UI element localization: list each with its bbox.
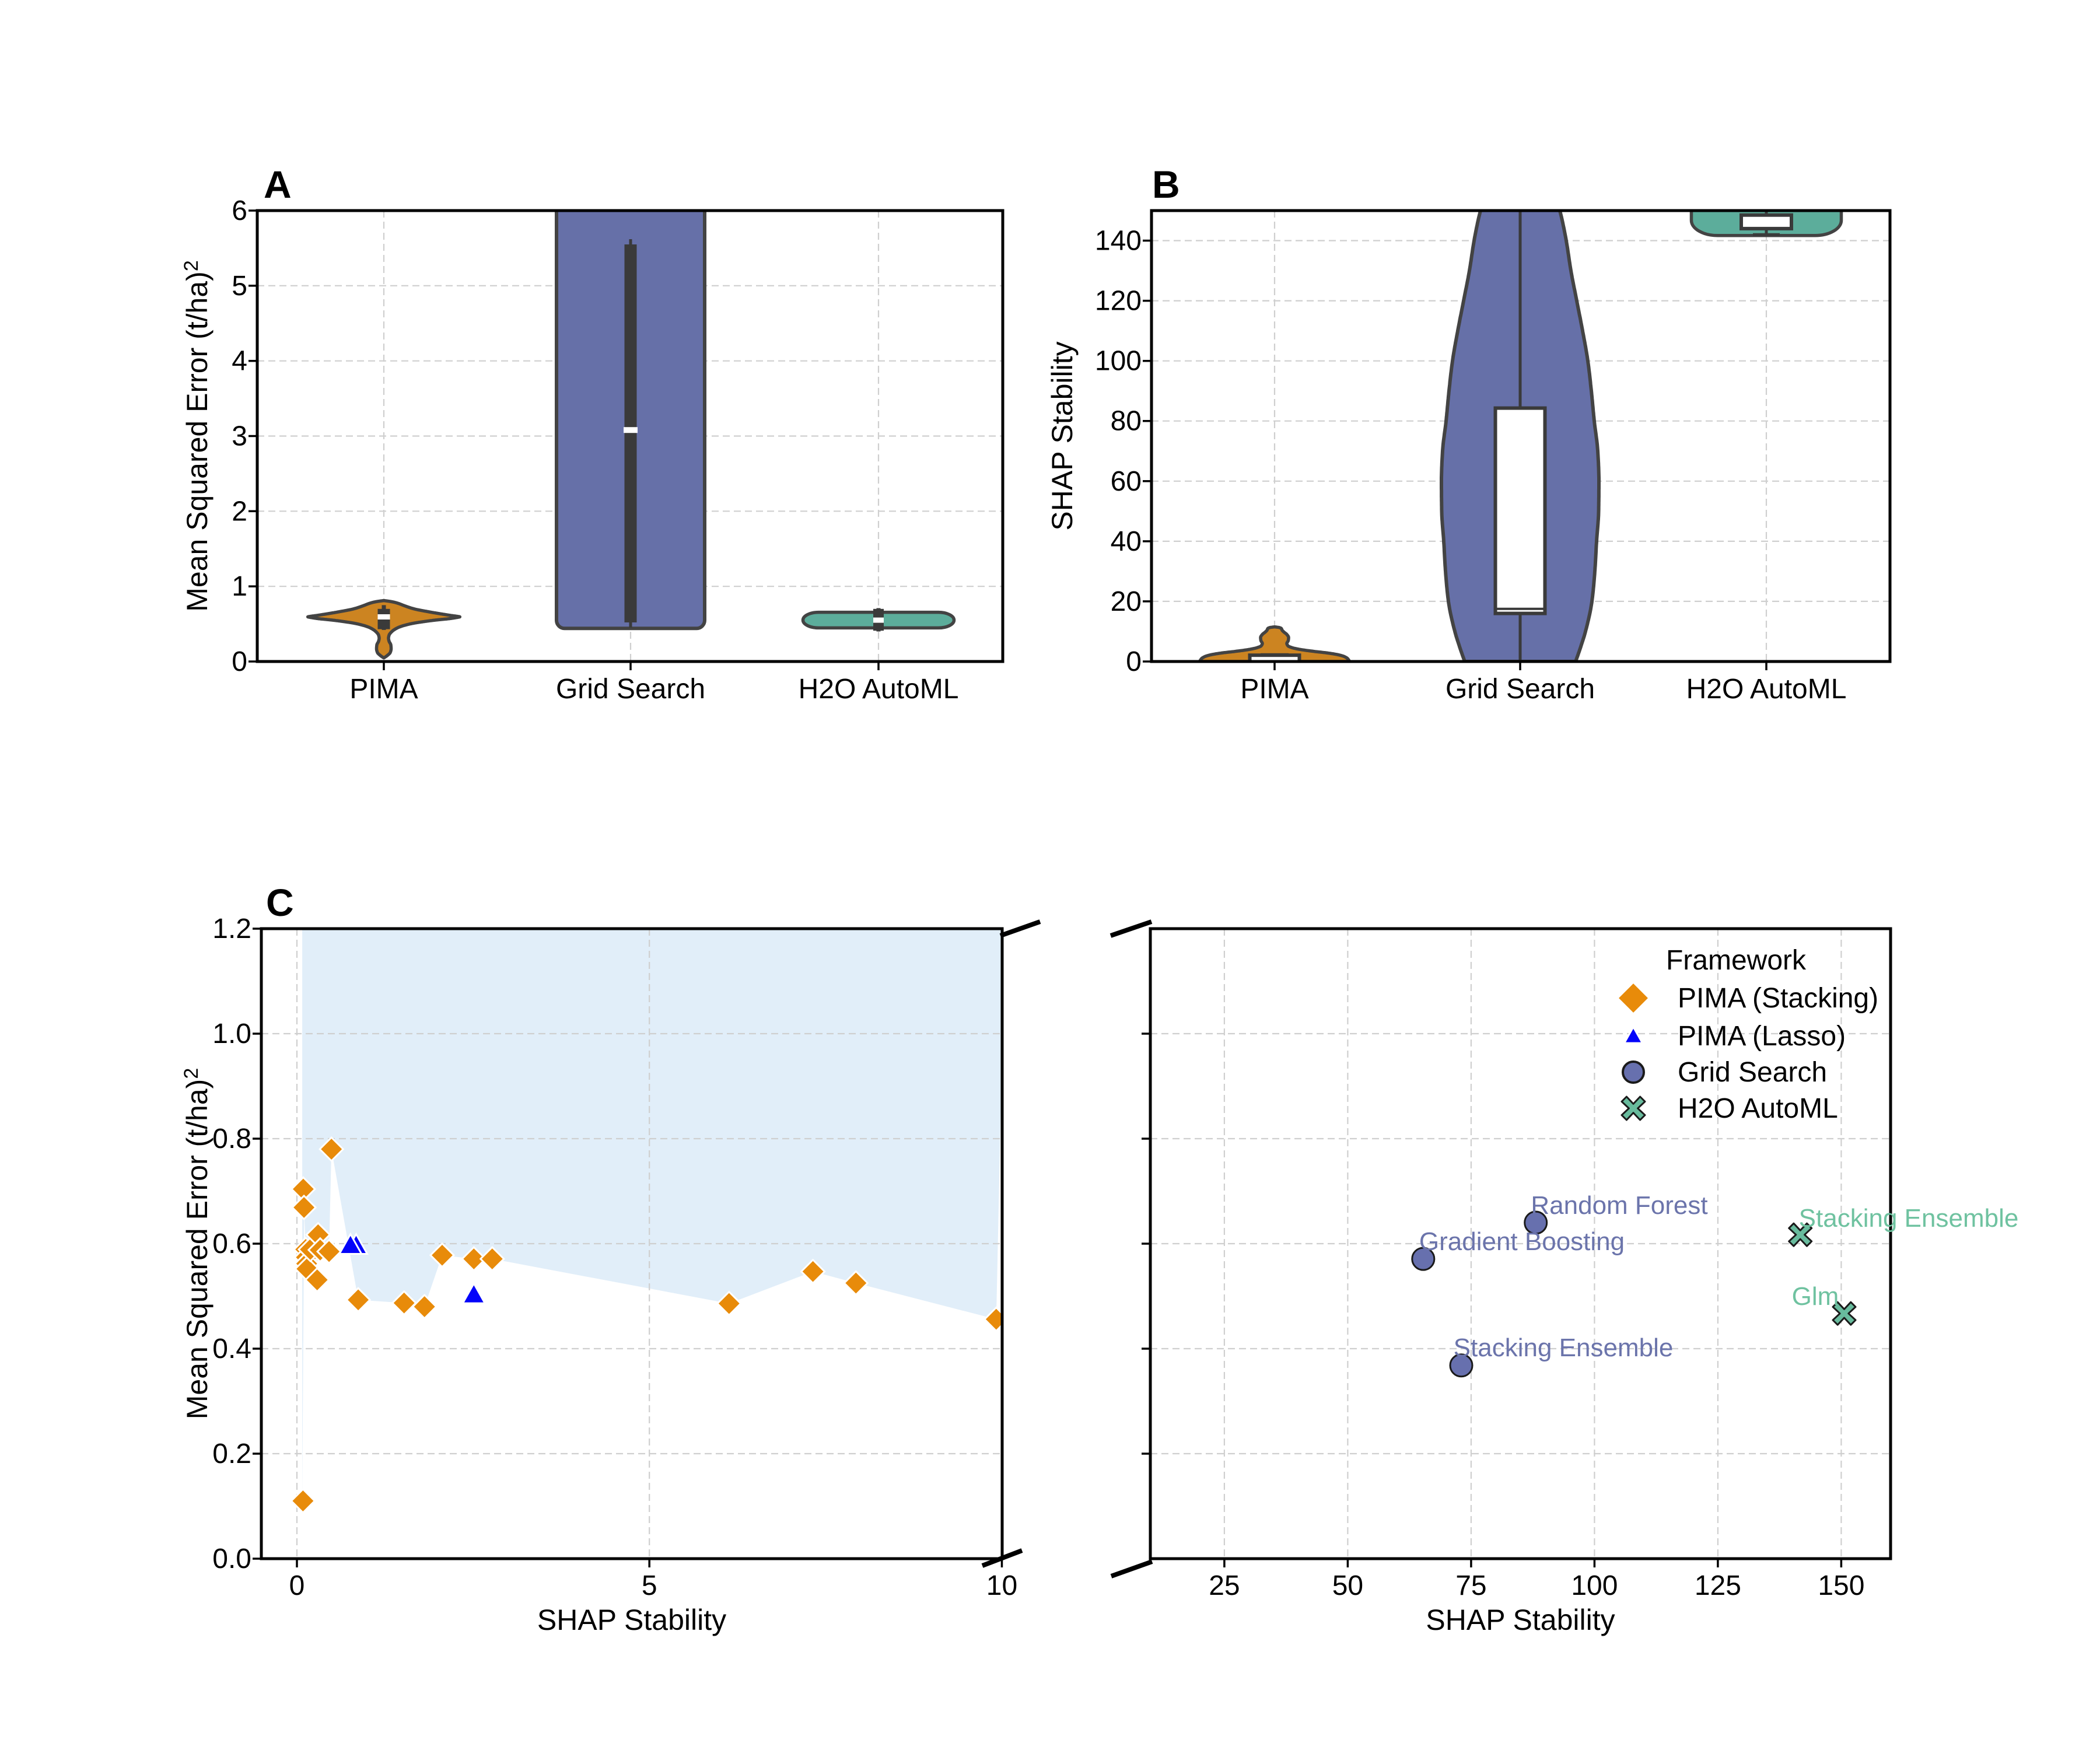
svg-text:Stacking Ensemble: Stacking Ensemble xyxy=(1454,1334,1674,1362)
svg-text:120: 120 xyxy=(1095,286,1142,317)
svg-text:PIMA (Stacking): PIMA (Stacking) xyxy=(1678,983,1878,1014)
svg-text:5: 5 xyxy=(232,271,247,302)
svg-text:0.6: 0.6 xyxy=(212,1228,251,1259)
svg-text:A: A xyxy=(264,163,292,206)
svg-text:100: 100 xyxy=(1571,1570,1618,1601)
svg-text:0.2: 0.2 xyxy=(212,1438,251,1469)
svg-text:4: 4 xyxy=(232,346,247,377)
svg-text:C: C xyxy=(266,881,294,924)
svg-text:100: 100 xyxy=(1095,346,1142,377)
svg-text:SHAP Stability: SHAP Stability xyxy=(1046,341,1079,530)
svg-text:Framework: Framework xyxy=(1666,945,1807,976)
svg-text:150: 150 xyxy=(1818,1570,1864,1601)
svg-text:140: 140 xyxy=(1095,226,1142,257)
svg-text:H2O AutoML: H2O AutoML xyxy=(1678,1093,1838,1124)
svg-text:Grid Search: Grid Search xyxy=(1678,1057,1827,1088)
svg-text:125: 125 xyxy=(1695,1570,1741,1601)
svg-text:Stacking Ensemble: Stacking Ensemble xyxy=(1799,1204,2019,1233)
svg-text:50: 50 xyxy=(1332,1570,1363,1601)
svg-text:0.8: 0.8 xyxy=(212,1124,251,1154)
svg-text:0.4: 0.4 xyxy=(212,1334,251,1364)
svg-text:Grid Search: Grid Search xyxy=(556,674,705,705)
svg-text:0: 0 xyxy=(232,646,247,677)
svg-text:Grid Search: Grid Search xyxy=(1446,674,1595,705)
svg-text:10: 10 xyxy=(986,1570,1017,1601)
svg-text:PIMA (Lasso): PIMA (Lasso) xyxy=(1678,1021,1846,1052)
svg-text:3: 3 xyxy=(232,421,247,452)
svg-text:PIMA: PIMA xyxy=(349,674,418,705)
svg-text:1.2: 1.2 xyxy=(212,914,251,944)
svg-text:80: 80 xyxy=(1111,406,1142,437)
svg-text:SHAP Stability: SHAP Stability xyxy=(537,1604,726,1636)
svg-text:0: 0 xyxy=(289,1570,305,1601)
svg-text:40: 40 xyxy=(1111,526,1142,557)
svg-text:Glm: Glm xyxy=(1792,1282,1839,1311)
svg-text:0: 0 xyxy=(1126,646,1142,677)
svg-text:H2O AutoML: H2O AutoML xyxy=(799,674,959,705)
svg-text:H2O AutoML: H2O AutoML xyxy=(1686,674,1847,705)
svg-text:20: 20 xyxy=(1111,586,1142,617)
svg-text:B: B xyxy=(1152,163,1180,206)
svg-text:Gradient Boosting: Gradient Boosting xyxy=(1419,1227,1625,1256)
svg-text:2: 2 xyxy=(232,496,247,527)
svg-text:PIMA: PIMA xyxy=(1240,674,1308,705)
svg-text:0.0: 0.0 xyxy=(212,1544,251,1574)
svg-text:25: 25 xyxy=(1209,1570,1240,1601)
svg-text:SHAP Stability: SHAP Stability xyxy=(1426,1604,1615,1636)
svg-text:75: 75 xyxy=(1455,1570,1486,1601)
svg-text:Random Forest: Random Forest xyxy=(1531,1191,1707,1220)
svg-text:5: 5 xyxy=(642,1570,657,1601)
svg-text:1.0: 1.0 xyxy=(212,1019,251,1049)
svg-text:60: 60 xyxy=(1111,466,1142,497)
svg-text:Mean Squared Error (t/ha)2: Mean Squared Error (t/ha)2 xyxy=(180,260,214,612)
svg-text:1: 1 xyxy=(232,571,247,602)
svg-text:6: 6 xyxy=(232,195,247,226)
svg-text:Mean Squared Error (t/ha)2: Mean Squared Error (t/ha)2 xyxy=(180,1068,214,1420)
